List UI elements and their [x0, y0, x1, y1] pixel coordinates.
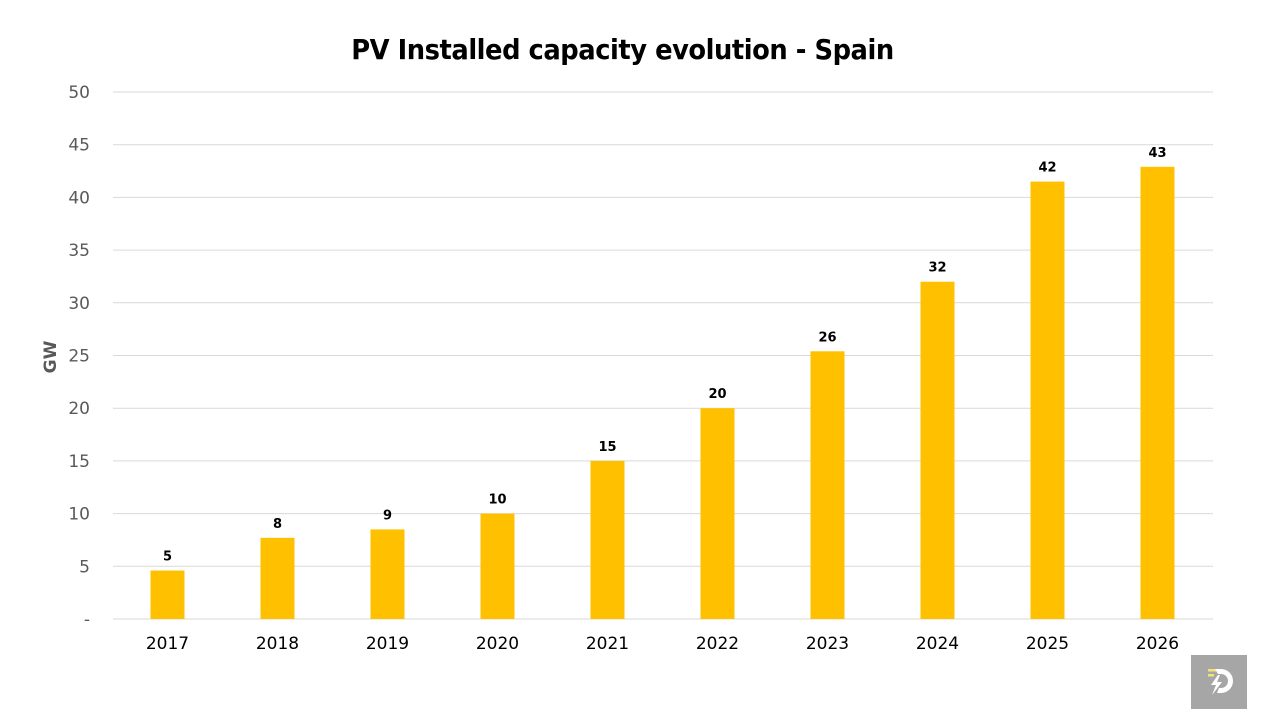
bar-2024: [920, 281, 955, 619]
y-tick-label: 30: [68, 294, 90, 314]
x-tick-label: 2022: [696, 634, 739, 654]
bar-2023: [810, 351, 845, 619]
data-label-2025: 42: [1038, 161, 1056, 176]
brand-logo: [1191, 655, 1247, 709]
x-tick-label: 2026: [1136, 634, 1179, 654]
y-tick-label: 50: [68, 83, 90, 103]
x-tick-label: 2024: [916, 634, 959, 654]
data-label-2020: 10: [488, 493, 506, 508]
data-label-2023: 26: [818, 330, 836, 345]
y-tick-label: 10: [68, 505, 90, 525]
data-label-2024: 32: [928, 261, 946, 276]
x-tick-label: 2017: [146, 634, 189, 654]
lightning-d-logo-icon: [1208, 669, 1233, 695]
bar-2017: [150, 570, 185, 619]
bar-2018: [260, 537, 295, 619]
x-tick-label: 2025: [1026, 634, 1069, 654]
y-axis-title: GW: [41, 340, 61, 373]
y-tick-label: 15: [68, 452, 90, 472]
y-tick-label: -: [84, 610, 90, 630]
y-tick-label: 20: [68, 399, 90, 419]
data-label-2017: 5: [163, 550, 172, 565]
x-tick-label: 2020: [476, 634, 519, 654]
data-label-2026: 43: [1148, 146, 1166, 161]
x-tick-label: 2021: [586, 634, 629, 654]
x-tick-label: 2018: [256, 634, 299, 654]
bar-2025: [1030, 181, 1065, 619]
y-tick-label: 40: [68, 188, 90, 208]
y-tick-label: 5: [79, 557, 90, 577]
y-tick-label: 45: [68, 136, 90, 156]
x-tick-label: 2023: [806, 634, 849, 654]
bar-2019: [370, 529, 405, 619]
y-tick-label: 35: [68, 241, 90, 261]
bar-2022: [700, 408, 735, 619]
bar-2026: [1140, 166, 1175, 620]
data-label-2022: 20: [708, 387, 726, 402]
bar-2020: [480, 513, 515, 619]
x-tick-label: 2019: [366, 634, 409, 654]
data-label-2021: 15: [598, 440, 616, 455]
data-label-2018: 8: [273, 517, 282, 532]
bars: [150, 166, 1175, 620]
gridlines: [113, 91, 1213, 620]
x-axis-ticks: 2017 2018 2019 2020 2021 2022 2023 2024 2025 2026: [146, 634, 1179, 654]
y-tick-label: 25: [68, 347, 90, 367]
data-labels: 5 8 9 10 15 20 26 32 42 43: [163, 146, 1167, 565]
bar-2021: [590, 460, 625, 619]
y-axis-ticks: - 5 10 15 20 25 30 35 40 45 50: [68, 83, 90, 630]
chart-title: PV Installed capacity evolution - Spain: [351, 33, 894, 66]
data-label-2019: 9: [383, 508, 392, 523]
